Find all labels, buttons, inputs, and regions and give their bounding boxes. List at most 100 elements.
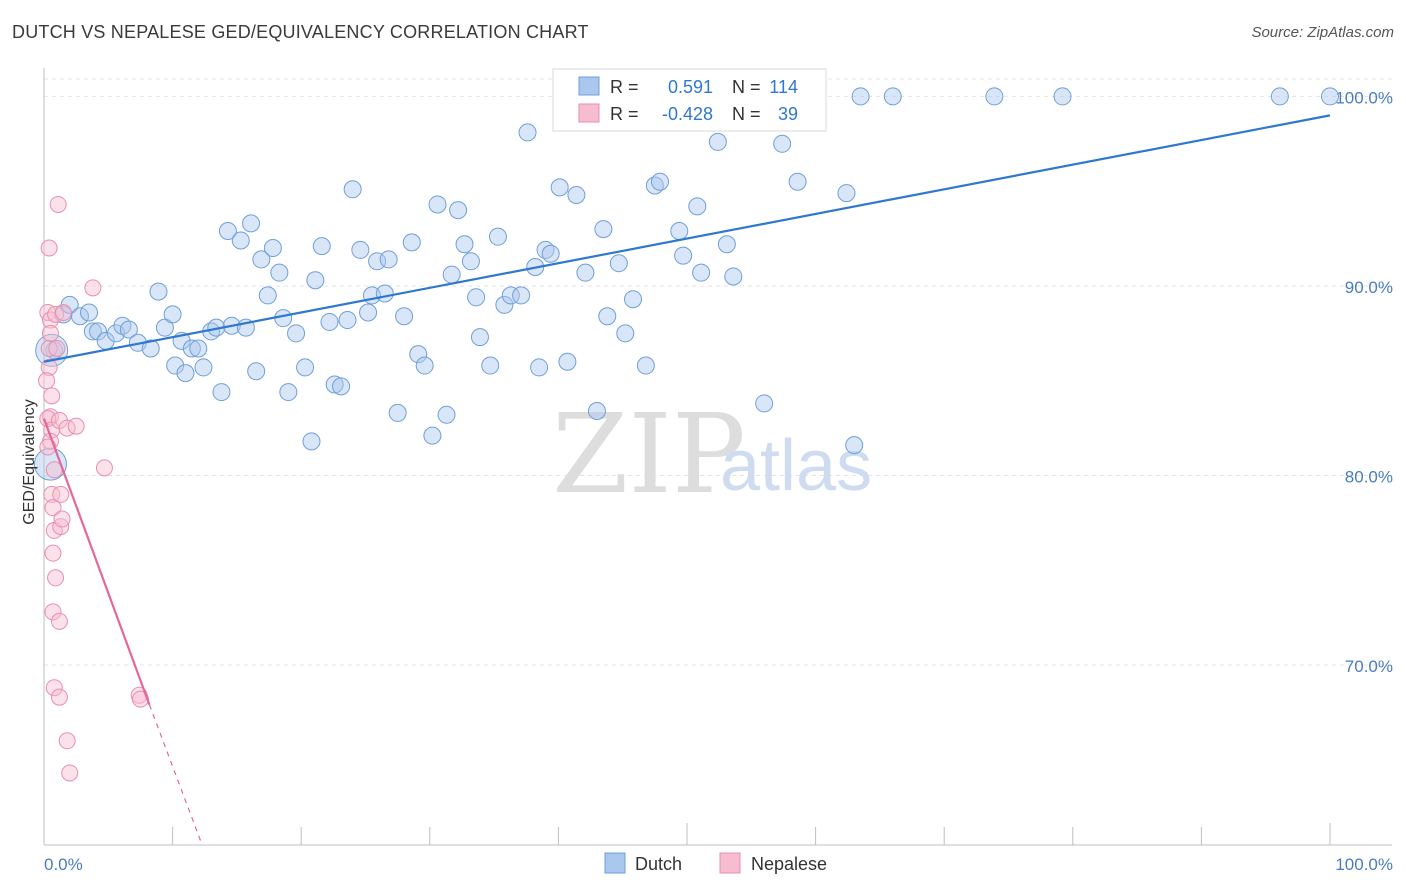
y-tick-label-3: 100.0%: [1335, 88, 1393, 107]
dutch-point: [242, 214, 261, 233]
nepalese-point: [47, 569, 65, 587]
nepalese-point: [53, 510, 71, 528]
x-tick-label-1: 100.0%: [1335, 855, 1393, 874]
dutch-point: [845, 436, 864, 455]
dutch-point: [670, 221, 689, 240]
nepalese-point: [52, 485, 70, 503]
nepalese-point: [48, 339, 66, 357]
legend-n-label-dutch: N =: [732, 77, 761, 97]
dutch-point: [609, 254, 628, 273]
dutch-point: [755, 394, 774, 413]
dutch-point: [1270, 87, 1289, 106]
dutch-point: [302, 432, 321, 451]
dutch-point: [89, 322, 108, 341]
dutch-point: [788, 172, 807, 191]
nepalese-point: [45, 679, 63, 697]
dutch-point: [312, 237, 331, 256]
dutch-point: [616, 324, 635, 343]
dutch-point: [1321, 87, 1339, 106]
nepalese-point: [44, 603, 62, 621]
dutch-point: [325, 375, 344, 394]
dutch-point: [189, 339, 208, 358]
dutch-point: [176, 364, 195, 383]
dutch-point: [149, 282, 168, 301]
nepalese-point: [84, 279, 102, 297]
dutch-point: [402, 233, 421, 252]
dutch-point: [80, 303, 99, 322]
dutch-point: [155, 318, 174, 337]
dutch-point: [717, 235, 736, 254]
dutch-point: [83, 322, 102, 341]
nepalese-point: [95, 459, 113, 477]
dutch-point: [851, 87, 870, 106]
nepalese-point: [38, 372, 56, 390]
y-tick-label-2: 90.0%: [1345, 278, 1393, 297]
legend-n-value-dutch: 114: [769, 77, 798, 97]
dutch-point: [194, 358, 213, 377]
legend-n-label-nepalese: N =: [732, 104, 761, 124]
dutch-point: [409, 345, 428, 364]
dutch-point: [470, 328, 489, 347]
legend-n-value-nepalese: 39: [778, 104, 798, 124]
y-tick-label-0: 70.0%: [1345, 657, 1393, 676]
legend-r-label-nepalese: R =: [610, 104, 639, 124]
legend-r-label-dutch: R =: [610, 77, 639, 97]
dutch-point: [587, 402, 606, 421]
dutch-point: [567, 185, 586, 204]
stats-legend: R = 0.591 N = 114 R = -0.428 N = 39: [552, 68, 827, 132]
dutch-point: [594, 220, 613, 239]
dutch-point: [674, 246, 693, 265]
nepalese-point: [44, 544, 62, 562]
dutch-point: [623, 290, 642, 309]
dutch-point: [518, 123, 537, 142]
dutch-point: [576, 263, 595, 282]
dutch-point: [512, 286, 531, 305]
nepalese-point: [50, 612, 68, 630]
dutch-point: [442, 265, 461, 284]
dutch-point: [388, 403, 407, 422]
dutch-point: [708, 132, 727, 151]
dutch-point: [306, 271, 325, 290]
dutch-point: [530, 358, 549, 377]
dutch-point: [375, 284, 394, 303]
y-tick-label-1: 80.0%: [1345, 467, 1393, 486]
dutch-point: [231, 231, 250, 250]
dutch-point: [688, 197, 707, 216]
chart-title: DUTCH VS NEPALESE GED/EQUIVALENCY CORREL…: [12, 22, 589, 42]
dutch-point: [351, 240, 370, 259]
dutch-point: [481, 356, 500, 375]
dutch-point: [455, 235, 474, 254]
nepalese-point: [67, 417, 85, 435]
dutch-point: [773, 134, 792, 153]
bottom-legend-swatch-nepalese: [719, 852, 741, 874]
dutch-point: [163, 305, 182, 324]
dutch-point: [141, 339, 160, 358]
trendlines: [42, 114, 1331, 846]
watermark-atlas: atlas: [720, 426, 872, 506]
ticks: 0.0% 100.0% 70.0% 80.0% 90.0% 100.0%: [43, 88, 1393, 874]
dutch-point: [541, 244, 560, 263]
bottom-legend-label-dutch: Dutch: [635, 854, 682, 874]
dutch-point: [218, 221, 237, 240]
dutch-point: [212, 383, 231, 402]
dutch-point: [258, 286, 277, 305]
dutch-point: [415, 356, 434, 375]
dutch-point: [71, 307, 90, 326]
dutch-point: [270, 263, 289, 282]
legend-r-value-nepalese: -0.428: [662, 104, 713, 124]
dutch-point: [501, 286, 520, 305]
gridlines: [44, 78, 1392, 666]
dutch-point: [182, 339, 201, 358]
nepalese-point: [43, 485, 61, 503]
chart-source: Source: ZipAtlas.com: [1251, 24, 1394, 41]
nepalese-point: [58, 732, 76, 750]
axes: [43, 68, 1392, 846]
dutch-point: [428, 195, 447, 214]
nepalese-point: [54, 303, 72, 321]
watermark: ZIP atlas: [552, 390, 872, 518]
dutch-point: [985, 87, 1004, 106]
dutch-point: [461, 252, 480, 271]
dutch-point: [837, 184, 856, 203]
dutch-point: [883, 87, 902, 106]
